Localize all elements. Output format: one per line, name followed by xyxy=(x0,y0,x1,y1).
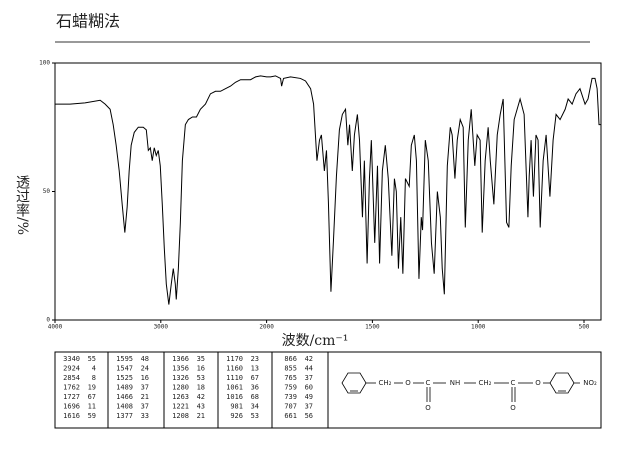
peak-wavenumber: 1377 xyxy=(116,412,133,420)
peak-transmittance: 16 xyxy=(197,365,205,373)
structure-label: NO₂ xyxy=(583,379,597,387)
peak-transmittance: 36 xyxy=(251,384,259,392)
peak-wavenumber: 1170 xyxy=(226,355,243,363)
peak-transmittance: 13 xyxy=(251,365,259,373)
x-tick-label: 1500 xyxy=(365,324,380,331)
peak-transmittance: 68 xyxy=(251,393,259,401)
peak-transmittance: 37 xyxy=(305,374,313,382)
peak-transmittance: 67 xyxy=(251,374,259,382)
peak-transmittance: 24 xyxy=(141,365,149,373)
structure-label: O xyxy=(510,404,516,412)
peak-transmittance: 43 xyxy=(197,403,205,411)
peak-transmittance: 48 xyxy=(141,355,149,363)
peak-wavenumber: 1208 xyxy=(172,412,189,420)
peak-wavenumber: 1016 xyxy=(226,393,243,401)
peak-transmittance: 53 xyxy=(251,412,259,420)
y-tick-label: 0 xyxy=(46,317,50,324)
peak-wavenumber: 1696 xyxy=(63,403,80,411)
structure-label: O xyxy=(535,379,541,387)
x-tick-label: 2000 xyxy=(259,324,274,331)
peak-transmittance: 34 xyxy=(251,403,259,411)
peak-wavenumber: 1489 xyxy=(116,384,133,392)
peak-transmittance: 23 xyxy=(251,355,259,363)
benzene-ring xyxy=(549,372,575,394)
peak-wavenumber: 1221 xyxy=(172,403,189,411)
peak-wavenumber: 981 xyxy=(230,403,243,411)
peak-transmittance: 42 xyxy=(305,355,313,363)
x-tick-label: 4000 xyxy=(48,324,63,331)
peak-wavenumber: 3340 xyxy=(63,355,80,363)
y-tick-label: 50 xyxy=(43,188,51,195)
x-tick-label: 1000 xyxy=(471,324,486,331)
peak-transmittance: 37 xyxy=(141,384,149,392)
peak-transmittance: 44 xyxy=(305,365,313,373)
peak-wavenumber: 1160 xyxy=(226,365,243,373)
peak-wavenumber: 1326 xyxy=(172,374,189,382)
peak-wavenumber: 1595 xyxy=(116,355,133,363)
benzene-ring xyxy=(341,372,367,394)
x-axis-label: 波数/cm⁻¹ xyxy=(282,333,349,349)
peak-transmittance: 19 xyxy=(88,384,96,392)
peak-wavenumber: 2854 xyxy=(63,374,80,382)
peak-wavenumber: 2924 xyxy=(63,365,80,373)
peak-transmittance: 11 xyxy=(88,403,96,411)
structure-label: C xyxy=(426,379,431,387)
peak-wavenumber: 1110 xyxy=(226,374,243,382)
structure-label: O xyxy=(405,379,411,387)
peak-wavenumber: 1547 xyxy=(116,365,133,373)
peak-transmittance: 8 xyxy=(92,374,96,382)
peak-transmittance: 56 xyxy=(305,412,313,420)
x-tick-label: 500 xyxy=(579,324,590,331)
peak-wavenumber: 707 xyxy=(284,403,297,411)
peak-wavenumber: 765 xyxy=(284,374,297,382)
peak-wavenumber: 926 xyxy=(230,412,243,420)
peak-wavenumber: 1408 xyxy=(116,403,133,411)
peak-wavenumber: 1356 xyxy=(172,365,189,373)
peak-transmittance: 4 xyxy=(92,365,96,373)
structure-label: CH₂ xyxy=(479,379,492,387)
peak-transmittance: 59 xyxy=(88,412,96,420)
peak-wavenumber: 1727 xyxy=(63,393,80,401)
spectrum-line xyxy=(55,75,601,305)
structure-label: C xyxy=(511,379,516,387)
y-axis-label: 透过率/% xyxy=(14,175,30,235)
peak-wavenumber: 759 xyxy=(284,384,297,392)
peak-wavenumber: 855 xyxy=(284,365,297,373)
peak-transmittance: 60 xyxy=(305,384,313,392)
structure-label: O xyxy=(425,404,431,412)
y-tick-label: 100 xyxy=(39,60,50,67)
peak-transmittance: 49 xyxy=(305,393,313,401)
peak-transmittance: 35 xyxy=(197,355,205,363)
peak-wavenumber: 1466 xyxy=(116,393,133,401)
peak-transmittance: 21 xyxy=(141,393,149,401)
peak-wavenumber: 1762 xyxy=(63,384,80,392)
peak-transmittance: 37 xyxy=(305,403,313,411)
peak-transmittance: 18 xyxy=(197,384,205,392)
structure-label: CH₂ xyxy=(379,379,392,387)
peak-wavenumber: 866 xyxy=(284,355,297,363)
peak-wavenumber: 1616 xyxy=(63,412,80,420)
peak-wavenumber: 1263 xyxy=(172,393,189,401)
peak-transmittance: 55 xyxy=(88,355,96,363)
peak-transmittance: 21 xyxy=(197,412,205,420)
peak-wavenumber: 1525 xyxy=(116,374,133,382)
peak-transmittance: 67 xyxy=(88,393,96,401)
structure-label: NH xyxy=(450,379,461,387)
peak-wavenumber: 739 xyxy=(284,393,297,401)
x-tick-label: 3000 xyxy=(154,324,169,331)
peak-transmittance: 16 xyxy=(141,374,149,382)
peak-wavenumber: 661 xyxy=(284,412,297,420)
peak-wavenumber: 1061 xyxy=(226,384,243,392)
peak-transmittance: 42 xyxy=(197,393,205,401)
title: 石蜡糊法 xyxy=(56,12,120,31)
peak-wavenumber: 1280 xyxy=(172,384,189,392)
structure xyxy=(341,372,580,402)
peak-wavenumber: 1366 xyxy=(172,355,189,363)
peak-transmittance: 53 xyxy=(197,374,205,382)
peak-transmittance: 37 xyxy=(141,403,149,411)
peak-transmittance: 33 xyxy=(141,412,149,420)
